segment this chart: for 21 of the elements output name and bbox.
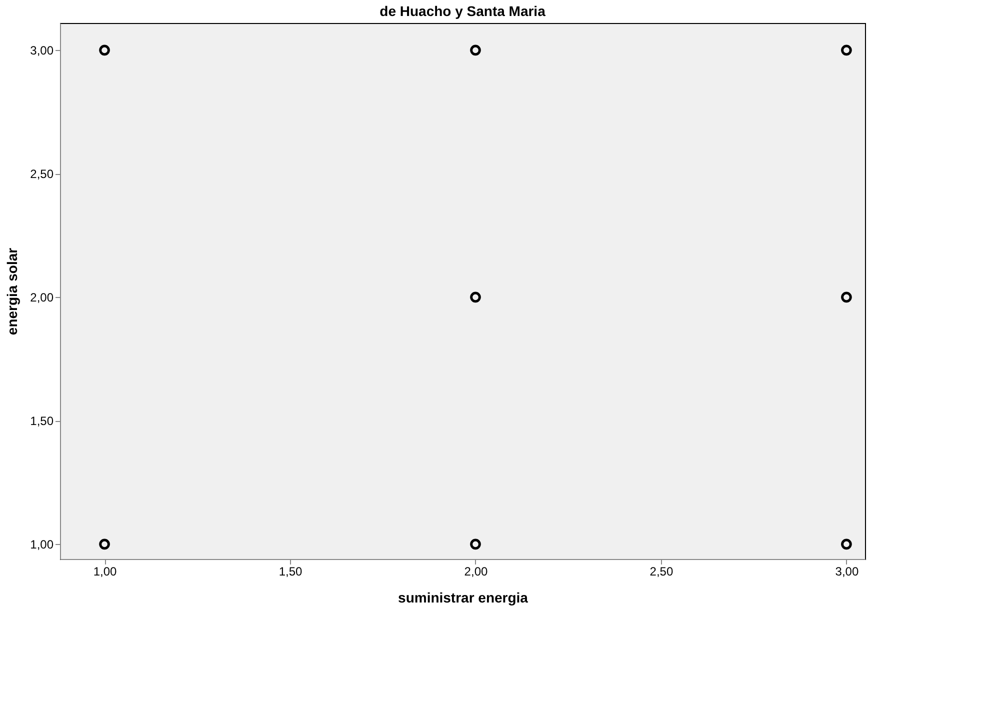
chart-title: de Huacho y Santa Maria — [380, 3, 546, 19]
point — [841, 44, 852, 56]
y-tick-label: 1,00 — [30, 538, 54, 552]
point — [841, 538, 852, 550]
y-axis-title: energia solar — [4, 247, 20, 336]
x-tick-label: 2,50 — [650, 564, 674, 578]
y-tick-label: 1,50 — [30, 414, 54, 428]
y-tick-label: 2,00 — [30, 290, 54, 305]
x-tick-label: 2,00 — [464, 564, 488, 578]
x-tick-label: 3,00 — [835, 564, 859, 578]
x-axis-title: suministrar energia — [398, 590, 528, 606]
point — [470, 538, 481, 550]
x-tick-label: 1,50 — [278, 564, 302, 578]
point — [99, 44, 110, 56]
y-tick-label: 3,00 — [30, 44, 54, 58]
x-tick-label: 1,00 — [93, 564, 118, 578]
point — [841, 292, 852, 303]
point — [99, 538, 110, 550]
point — [470, 44, 481, 56]
point — [470, 292, 481, 303]
y-tick-label: 2,50 — [30, 167, 54, 182]
